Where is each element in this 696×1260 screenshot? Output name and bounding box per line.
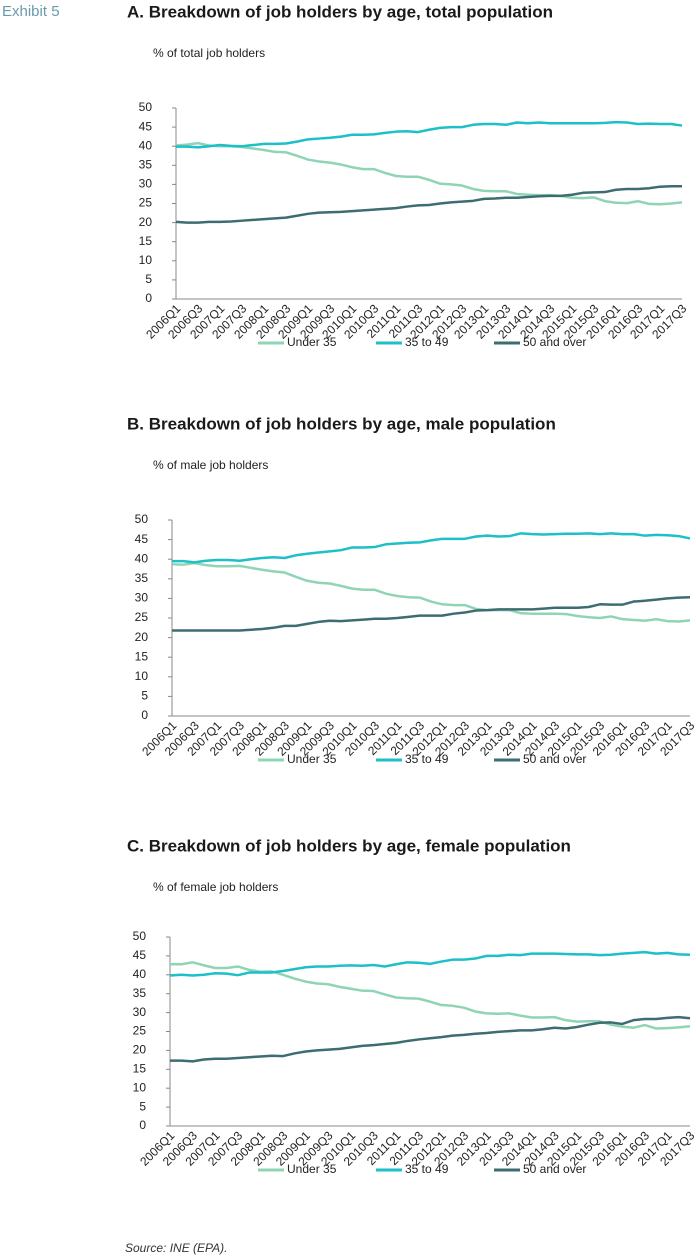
legend-label: Under 35 (287, 1162, 337, 1176)
y-tick-label: 30 (135, 591, 149, 605)
y-tick-label: 25 (133, 1024, 147, 1038)
y-axis-label: % of female job holders (153, 880, 278, 894)
y-tick-label: 45 (133, 948, 147, 962)
y-tick-label: 10 (139, 253, 153, 267)
legend-label: 50 and over (523, 1162, 586, 1176)
y-axis-label: % of male job holders (153, 458, 268, 472)
y-tick-label: 15 (139, 234, 153, 248)
y-tick-label: 35 (135, 571, 149, 585)
y-tick-label: 50 (133, 929, 147, 943)
series-line (176, 120, 683, 149)
legend-label: Under 35 (287, 335, 337, 349)
y-tick-label: 50 (135, 512, 149, 526)
chart-title: B. Breakdown of job holders by age, male… (127, 414, 556, 433)
y-tick-label: 15 (133, 1061, 147, 1075)
series-line (170, 1015, 691, 1063)
series-line (172, 532, 691, 564)
y-tick-label: 40 (135, 551, 149, 565)
exhibit-label: Exhibit 5 (2, 3, 60, 20)
y-tick-label: 30 (139, 177, 153, 191)
y-tick-label: 0 (141, 708, 148, 722)
y-tick-label: 40 (133, 967, 147, 981)
series-line (171, 561, 691, 623)
legend-label: Under 35 (287, 752, 337, 766)
y-tick-label: 5 (145, 272, 152, 286)
legend-label: 35 to 49 (405, 1162, 449, 1176)
y-tick-label: 30 (133, 1005, 147, 1019)
y-tick-label: 20 (139, 215, 153, 229)
y-tick-label: 20 (135, 630, 149, 644)
y-tick-label: 0 (139, 1118, 146, 1132)
legend-label: 35 to 49 (405, 335, 449, 349)
series-line (169, 950, 691, 977)
y-tick-label: 35 (133, 986, 147, 1000)
y-tick-label: 35 (139, 157, 153, 171)
legend-label: 50 and over (523, 752, 586, 766)
y-tick-label: 10 (135, 669, 149, 683)
chart-title: C. Breakdown of job holders by age, fema… (127, 836, 571, 855)
y-tick-label: 0 (145, 291, 152, 305)
legend-label: 35 to 49 (405, 752, 449, 766)
y-tick-label: 20 (133, 1043, 147, 1057)
y-tick-label: 45 (139, 119, 153, 133)
y-tick-label: 10 (133, 1080, 147, 1094)
y-tick-label: 5 (139, 1099, 146, 1113)
source: Source: INE (EPA). (125, 1241, 227, 1255)
y-tick-label: 15 (135, 649, 149, 663)
chart-title: A. Breakdown of job holders by age, tota… (127, 2, 553, 21)
legend-label: 50 and over (523, 335, 586, 349)
series-line (175, 141, 683, 206)
y-tick-label: 25 (135, 610, 149, 624)
y-axis-label: % of total job holders (153, 46, 265, 60)
y-tick-label: 45 (135, 532, 149, 546)
y-tick-label: 5 (141, 689, 148, 703)
y-tick-label: 40 (139, 138, 153, 152)
series-line (175, 185, 682, 224)
y-tick-label: 50 (139, 100, 153, 114)
y-tick-label: 25 (139, 196, 153, 210)
series-line (172, 595, 691, 632)
